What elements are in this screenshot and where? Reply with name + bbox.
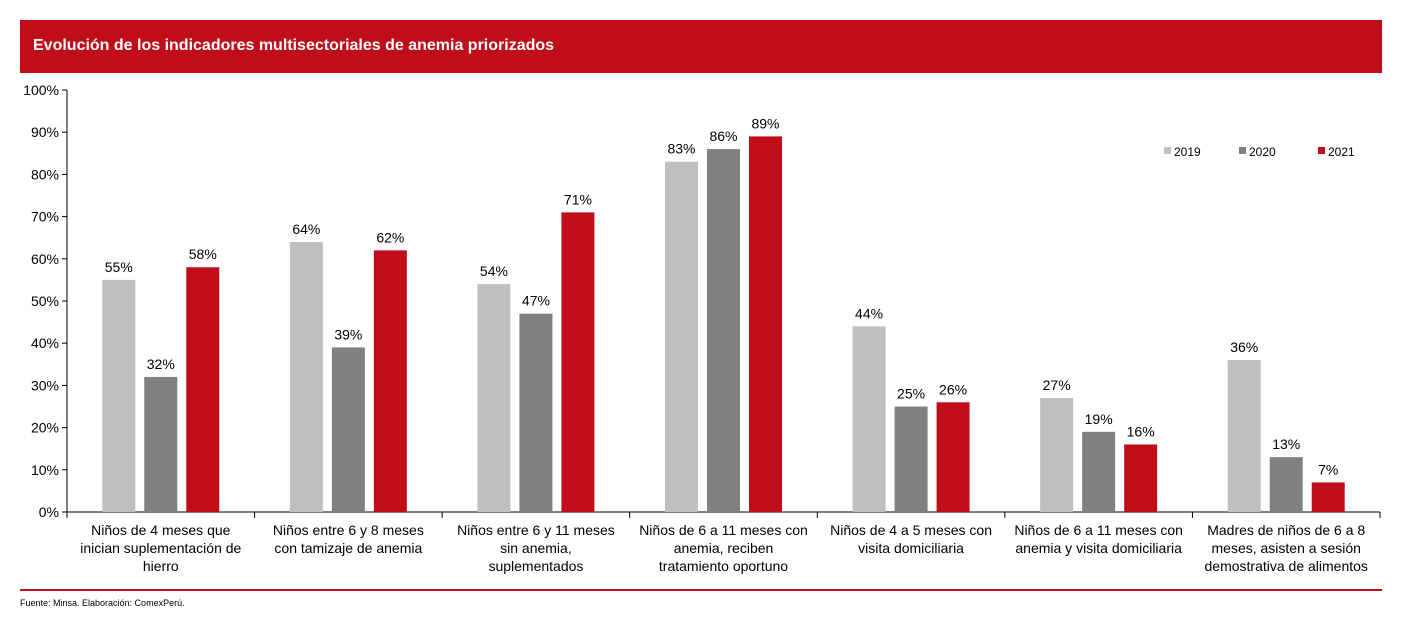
category-label: demostrativa de alimentos (1205, 558, 1368, 574)
data-label-2019: 64% (292, 221, 320, 237)
data-label-2021: 7% (1318, 461, 1338, 477)
bar-2021 (373, 250, 407, 513)
category-label: anemia y visita domiciliaria (1015, 540, 1182, 556)
category-label: suplementados (488, 558, 583, 574)
legend-swatch-2019 (1164, 147, 1171, 154)
category-label: Niños de 6 a 11 meses con (1014, 522, 1183, 538)
bar-2019 (665, 161, 698, 513)
bar-2019 (477, 284, 511, 512)
data-label-2021: 58% (189, 246, 217, 262)
data-label-2019: 54% (480, 263, 508, 279)
y-tick-label: 80% (31, 166, 59, 182)
data-label-2019: 36% (1230, 339, 1258, 355)
data-label-2020: 19% (1085, 411, 1113, 427)
category-label: inician suplementación de (80, 540, 241, 556)
bar-2021 (749, 136, 782, 513)
legend-swatch-2021 (1318, 147, 1325, 154)
legend-label-2019: 2019 (1174, 145, 1201, 159)
bar-2020 (519, 313, 553, 512)
category-label: Niños de 4 meses que (91, 522, 231, 538)
bar-2021 (1311, 482, 1345, 512)
data-label-2021: 62% (376, 229, 404, 245)
category-label: Niños de 4 a 5 meses con (830, 522, 992, 538)
category-label: con tamizaje de anemia (274, 540, 422, 556)
bar-2021 (561, 212, 595, 512)
y-tick-label: 0% (39, 504, 59, 520)
data-label-2020: 13% (1272, 436, 1300, 452)
data-label-2019: 27% (1043, 377, 1071, 393)
bar-2020 (144, 376, 178, 512)
y-tick-label: 100% (23, 82, 59, 98)
footer-divider (20, 589, 1382, 591)
data-label-2020: 39% (334, 326, 362, 342)
data-label-2020: 32% (147, 356, 175, 372)
category-label: sin anemia, (500, 540, 572, 556)
data-label-2021: 89% (751, 115, 779, 131)
y-tick-label: 30% (31, 377, 59, 393)
data-label-2020: 25% (897, 386, 925, 402)
data-label-2021: 71% (564, 191, 592, 207)
bar-2021 (936, 402, 970, 512)
chart-title-bar: Evolución de los indicadores multisector… (20, 20, 1382, 73)
bar-2019 (1227, 360, 1261, 512)
category-label: anemia, reciben (674, 540, 774, 556)
data-label-2020: 86% (709, 128, 737, 144)
y-tick-label: 10% (31, 462, 59, 478)
legend-label-2020: 2020 (1249, 145, 1276, 159)
data-label-2020: 47% (522, 293, 550, 309)
y-tick-label: 20% (31, 420, 59, 436)
category-label: Niños de 6 a 11 meses con (639, 522, 808, 538)
bar-2020 (1082, 431, 1116, 512)
bar-2020 (894, 406, 928, 512)
y-tick-label: 60% (31, 251, 59, 267)
category-label: Niños entre 6 y 11 meses (457, 522, 615, 538)
y-tick-label: 50% (31, 293, 59, 309)
category-label: visita domiciliaria (858, 540, 964, 556)
category-label: meses, asisten a sesión (1212, 540, 1361, 556)
data-label-2021: 16% (1127, 423, 1155, 439)
chart-title: Evolución de los indicadores multisector… (33, 37, 555, 54)
data-label-2019: 83% (667, 141, 695, 157)
category-label: hierro (143, 558, 179, 574)
legend-label-2021: 2021 (1328, 145, 1355, 159)
bar-2019 (1040, 398, 1074, 512)
source-note: Fuente: Minsa. Elaboración: ComexPerú. (20, 598, 185, 608)
bar-2019 (852, 326, 886, 512)
bar-2020 (331, 347, 365, 512)
y-tick-label: 70% (31, 209, 59, 225)
bar-2020 (707, 149, 740, 512)
bar-2019 (289, 241, 323, 513)
y-tick-label: 40% (31, 335, 59, 351)
data-label-2019: 55% (105, 259, 133, 275)
category-label: tratamiento oportuno (659, 558, 788, 574)
category-label: Madres de niños de 6 a 8 (1207, 522, 1365, 538)
data-label-2021: 26% (939, 381, 967, 397)
category-label: Niños entre 6 y 8 meses (273, 522, 424, 538)
y-tick-label: 90% (31, 124, 59, 140)
legend-swatch-2020 (1239, 147, 1246, 154)
bar-2021 (186, 267, 220, 512)
bar-2020 (1269, 457, 1303, 512)
data-label-2019: 44% (855, 305, 883, 321)
bar-2019 (102, 279, 136, 512)
bar-2021 (1124, 444, 1158, 512)
